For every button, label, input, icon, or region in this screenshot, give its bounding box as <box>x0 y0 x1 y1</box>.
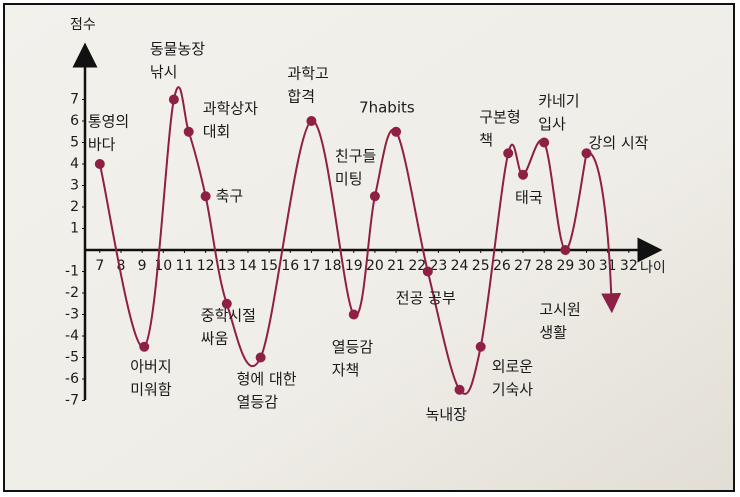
x-tick-label: 11 <box>176 258 194 274</box>
data-point <box>94 159 105 169</box>
data-point <box>539 137 550 148</box>
annotation: 전공 공부 <box>396 289 456 307</box>
data-point <box>221 298 232 309</box>
data-point <box>454 384 465 395</box>
data-point <box>183 126 194 137</box>
annotation: 중학시절 <box>201 306 256 324</box>
y-tick-label: -7 <box>65 393 79 409</box>
data-point <box>503 148 514 159</box>
annotation: 낚시 <box>150 63 178 81</box>
annotation: 외로운 <box>492 357 534 375</box>
annotation: 바다 <box>88 136 116 154</box>
y-tick-label: 7 <box>70 92 79 108</box>
data-point <box>475 341 486 352</box>
data-point <box>518 169 529 180</box>
data-point <box>348 309 359 320</box>
x-tick-label: 15 <box>260 258 278 274</box>
annotation: 과학고 <box>287 65 328 83</box>
x-tick-label: 19 <box>345 258 363 274</box>
x-tick-label: 27 <box>514 258 532 274</box>
x-tick-label: 31 <box>599 258 617 274</box>
life-curve <box>98 86 588 395</box>
data-point <box>369 191 380 202</box>
data-point <box>255 352 266 363</box>
x-tick-label: 25 <box>472 258 490 274</box>
x-tick-label: 9 <box>138 258 147 274</box>
x-tick-label: 28 <box>535 258 553 274</box>
annotation: 형에 대한 <box>237 370 297 388</box>
x-tick-label: 21 <box>387 258 405 274</box>
annotation: 아버지 <box>130 357 171 375</box>
y-tick-label: -5 <box>65 350 79 366</box>
data-point <box>422 266 433 277</box>
x-axis-label: 나이 <box>640 260 666 276</box>
annotation: 열등감 <box>332 338 374 356</box>
annotation: 합격 <box>287 88 315 106</box>
y-tick-label: -2 <box>65 285 79 301</box>
y-tick-label: -1 <box>65 264 79 280</box>
y-tick-label: 6 <box>70 113 79 129</box>
annotation: 자책 <box>332 361 360 379</box>
x-tick-label: 8 <box>117 258 126 274</box>
y-tick-label: 2 <box>70 199 79 215</box>
x-tick-label: 13 <box>218 258 236 274</box>
y-tick-label: -3 <box>65 307 79 323</box>
y-tick-label: 4 <box>70 156 79 172</box>
annotation: 미워함 <box>130 380 172 398</box>
annotation: 태국 <box>515 188 543 206</box>
annotation: 카네기 <box>538 92 579 110</box>
x-tick-label: 16 <box>281 258 299 274</box>
annotation: 입사 <box>538 115 566 133</box>
x-tick-label: 12 <box>197 258 215 274</box>
annotation: 싸움 <box>201 329 229 347</box>
data-point <box>306 116 317 126</box>
annotation: 녹내장 <box>426 405 468 423</box>
annotation: 7habits <box>359 98 415 116</box>
x-tick-label: 29 <box>556 258 574 274</box>
annotation: 대회 <box>203 122 231 140</box>
annotation: 기숙사 <box>492 380 534 398</box>
annotation: 구본형 <box>479 108 520 126</box>
x-tick-label: 26 <box>493 258 511 274</box>
x-tick-label: 24 <box>451 258 469 274</box>
annotation: 열등감 <box>237 393 279 411</box>
x-tick-label: 14 <box>239 258 257 274</box>
data-point <box>560 245 571 255</box>
y-tick-label: 5 <box>70 135 79 151</box>
x-tick-label: 18 <box>324 258 342 274</box>
data-point <box>581 148 592 159</box>
annotation: 친구들 <box>335 147 377 165</box>
annotation: 미팅 <box>335 170 363 188</box>
y-tick-label: 1 <box>70 221 79 237</box>
annotation: 동물농장 <box>150 40 205 58</box>
x-tick-label: 30 <box>578 258 596 274</box>
x-tick-label: 32 <box>620 258 638 274</box>
x-tick-label: 23 <box>429 258 447 274</box>
x-tick-label: 22 <box>408 258 426 274</box>
annotation: 고시원 <box>539 301 580 319</box>
annotation: 통영의 <box>88 113 129 131</box>
annotation: 강의 시작 <box>589 134 649 152</box>
x-tick-label: 17 <box>303 258 321 274</box>
data-point <box>168 94 179 105</box>
y-tick-label: -6 <box>65 371 79 387</box>
data-point <box>139 341 150 352</box>
x-tick-label: 20 <box>366 258 384 274</box>
annotation: 책 <box>479 131 493 149</box>
y-tick-label: 3 <box>70 178 79 194</box>
y-tick-label: -4 <box>65 328 79 344</box>
data-point <box>391 126 402 137</box>
annotation: 과학상자 <box>203 99 258 117</box>
y-axis-label: 점수 <box>70 17 96 33</box>
annotation: 축구 <box>216 187 244 205</box>
x-tick-label: 7 <box>95 258 104 274</box>
annotation: 생활 <box>539 324 567 342</box>
data-point <box>200 191 211 202</box>
